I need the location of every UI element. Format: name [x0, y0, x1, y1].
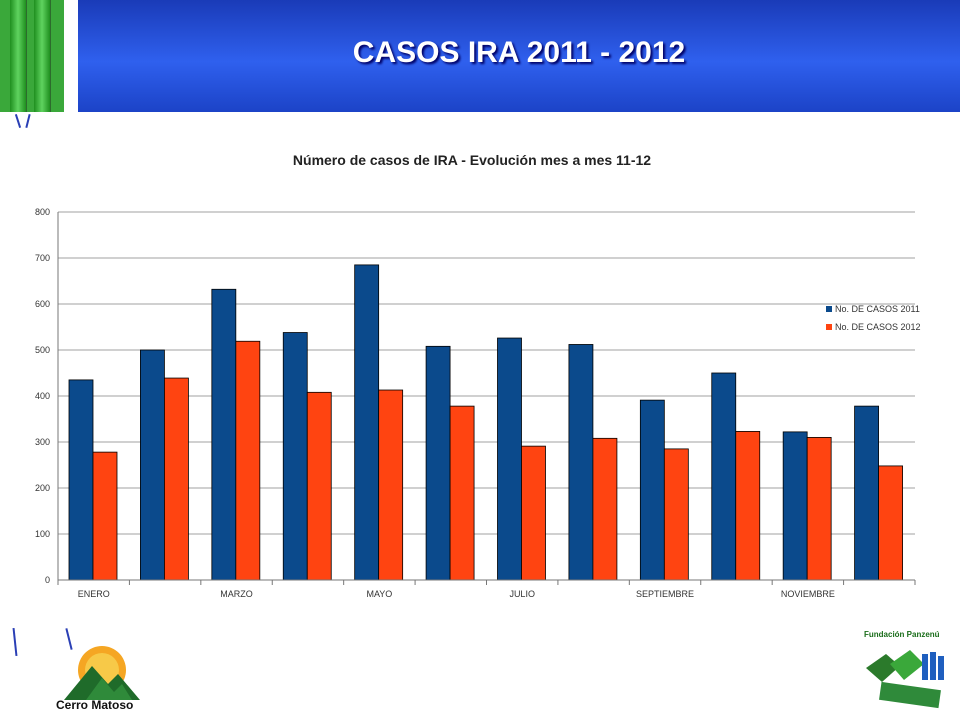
x-tick-label: SEPTIEMBRE [636, 589, 694, 599]
x-tick-label: MAYO [366, 589, 392, 599]
legend-swatch [826, 306, 832, 312]
bar-2011 [782, 431, 808, 581]
decorative-line [14, 114, 22, 128]
x-tick-label: ENERO [78, 589, 110, 599]
y-tick-label: 700 [35, 253, 50, 263]
bar-2012 [306, 391, 332, 581]
bar-2011 [354, 264, 380, 581]
y-tick-label: 100 [35, 529, 50, 539]
bar-2012 [235, 340, 261, 581]
chart-tick-labels: 0 100 200 300 400 500 600 700 800 ENERO MARZO MAYO J… [35, 207, 835, 599]
bar-2012 [592, 437, 618, 581]
bar-2011 [711, 372, 737, 581]
legend-label: No. DE CASOS 2012 [835, 322, 921, 332]
left-accent-bar [10, 0, 27, 112]
bar-2011 [497, 337, 522, 581]
chart-title: Número de casos de IRA - Evolución mes a… [292, 152, 652, 168]
left-accent-bar [34, 0, 51, 112]
chart-axes [57, 212, 916, 585]
fundacion-panzenu-label: Fundación Panzenú [864, 630, 940, 639]
chart-bars [68, 264, 903, 581]
bar-2012 [806, 436, 832, 581]
decorative-line [12, 627, 18, 657]
x-tick-label: JULIO [509, 589, 535, 599]
y-tick-label: 200 [35, 483, 50, 493]
y-tick-label: 600 [35, 299, 50, 309]
bar-2011 [68, 379, 94, 581]
chart-legend: No. DE CASOS 2011 No. DE CASOS 2012 [826, 300, 921, 336]
x-tick-label: MARZO [220, 589, 253, 599]
decorative-line [25, 113, 31, 129]
bar-2012 [92, 451, 118, 581]
cerro-matoso-logo [64, 646, 140, 700]
bar-2012 [164, 377, 189, 581]
bar-2011 [282, 332, 308, 581]
legend-swatch [826, 324, 832, 330]
bar-2011 [211, 288, 237, 581]
bar-2011 [854, 405, 879, 581]
fundacion-panzenu-logo [864, 648, 950, 709]
bar-2012 [735, 431, 761, 581]
y-tick-label: 400 [35, 391, 50, 401]
x-tick-label: NOVIEMBRE [781, 589, 835, 599]
bar-2011 [140, 349, 165, 581]
y-tick-label: 500 [35, 345, 50, 355]
cerro-matoso-label: Cerro Matoso [56, 698, 134, 712]
slide-title: CASOS IRA 2011 - 2012 [352, 36, 686, 69]
y-tick-label: 0 [45, 575, 50, 585]
bar-2011 [568, 344, 594, 581]
y-tick-label: 800 [35, 207, 50, 217]
bar-2012 [663, 448, 689, 581]
bar-2012 [449, 405, 475, 581]
legend-label: No. DE CASOS 2011 [835, 304, 920, 314]
bar-2011 [425, 345, 451, 581]
bar-2011 [639, 399, 665, 581]
legend-item-2012: No. DE CASOS 2012 [826, 318, 921, 336]
slide-header: CASOS IRA 2011 - 2012 [78, 0, 960, 112]
y-tick-label: 300 [35, 437, 50, 447]
bar-2012 [378, 389, 404, 581]
legend-item-2011: No. DE CASOS 2011 [826, 300, 921, 318]
bar-2012 [521, 445, 546, 581]
bar-chart: 0 100 200 300 400 500 600 700 800 ENERO MARZO MAYO J… [35, 207, 916, 599]
bar-2012 [878, 465, 903, 581]
